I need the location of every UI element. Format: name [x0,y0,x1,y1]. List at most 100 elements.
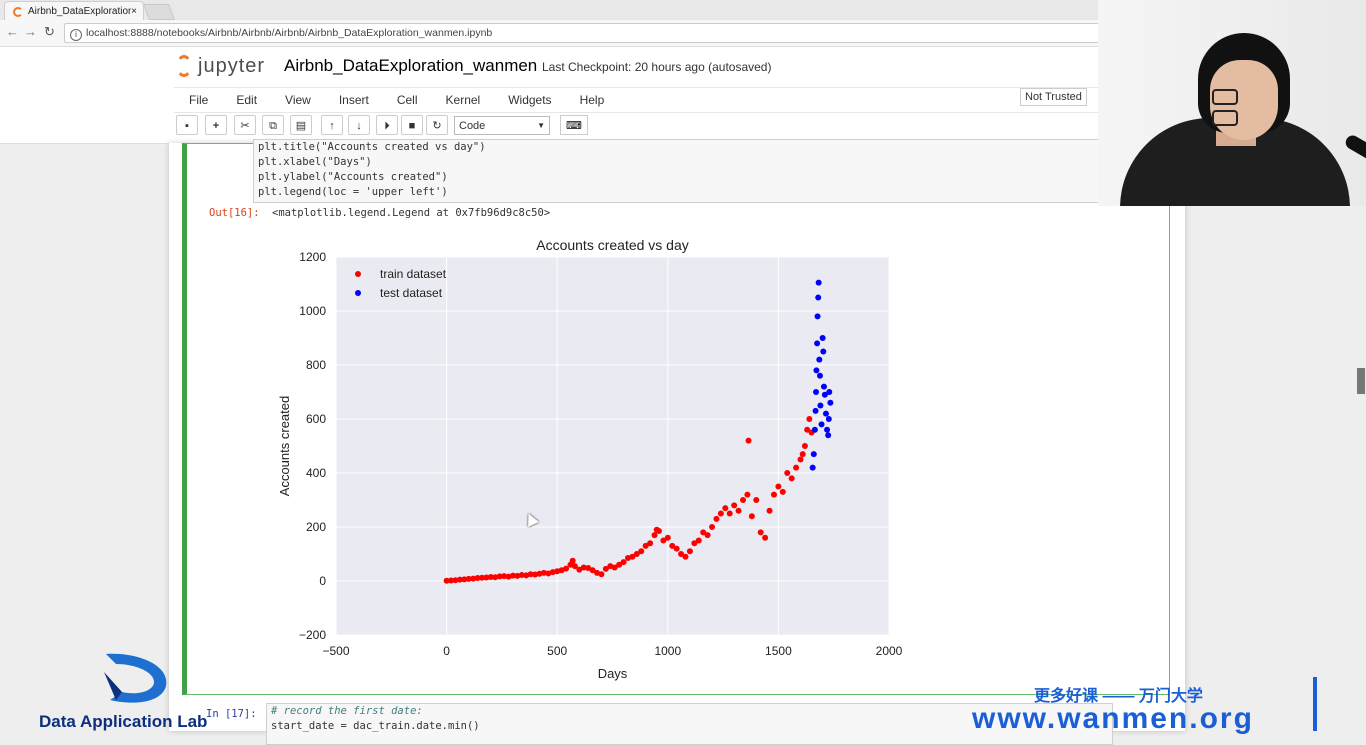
data-point [589,567,596,574]
notebook-name[interactable]: Airbnb_DataExploration_wanmen [284,56,538,75]
x-tick-label: 2000 [876,644,903,658]
data-point [501,573,508,580]
data-point [678,551,685,557]
webcam-overlay [1098,0,1366,206]
data-point [616,561,623,568]
jupyter-logo-icon [176,55,192,77]
data-point [821,391,828,398]
move-down-icon[interactable]: ↓ [348,115,370,135]
copy-icon[interactable]: ⧉ [262,115,284,135]
data-point [816,356,823,363]
data-point [487,573,494,580]
data-point [518,572,525,579]
data-point [465,575,472,582]
legend-entry: train dataset [380,267,447,281]
run-cell-icon[interactable]: ⏵ [376,115,398,135]
watermark-divider [1313,677,1317,731]
menu-file[interactable]: File [189,93,209,107]
keyboard-shortcuts-icon[interactable]: ⌨ [560,115,588,135]
code-line: plt.xlabel("Days") [258,156,372,168]
url-text: localhost:8888/notebooks/Airbnb/Airbnb/A… [86,27,493,39]
menu-help[interactable]: Help [579,93,605,107]
data-point [496,573,503,580]
cell-type-value: Code [459,120,486,132]
menu-view[interactable]: View [285,93,311,107]
cell-type-select[interactable]: Code ▼ [454,116,550,135]
data-point [620,559,627,566]
reload-icon[interactable]: ↻ [44,24,55,39]
code-line: start_date = dac_train.date.min() [271,720,480,732]
add-cell-icon[interactable]: + [205,115,227,135]
back-arrow-icon[interactable]: ← [6,24,19,39]
data-point [478,574,485,581]
data-point [788,475,795,482]
wanmen-url: www.wanmen.org [972,702,1254,735]
data-point [793,464,800,471]
page-scrollbar-thumb[interactable] [1357,368,1365,394]
data-point [827,399,834,406]
data-point [514,572,521,579]
trust-status-button[interactable]: Not Trusted [1020,88,1087,106]
data-point [651,532,658,539]
menu-edit[interactable]: Edit [236,93,258,107]
data-point [824,426,831,433]
data-point [806,416,813,422]
interrupt-kernel-icon[interactable]: ■ [401,115,423,135]
data-point [812,407,819,414]
data-point [611,564,618,571]
data-point [664,534,671,541]
legend-marker [355,271,361,277]
restart-kernel-icon[interactable]: ↻ [426,115,448,135]
data-point [815,294,822,301]
menu-kernel[interactable]: Kernel [445,93,481,107]
data-point [825,432,832,439]
code-cell-16-editor[interactable]: plt.title("Accounts created vs day") plt… [253,139,1100,203]
data-point [470,575,477,582]
chart-title: Accounts created vs day [536,237,689,253]
x-tick-label: −500 [322,644,349,658]
code-line: plt.legend(loc = 'upper left') [258,186,448,198]
paste-icon[interactable]: ▤ [290,115,312,135]
data-point [799,451,806,458]
wanmen-slogan: 更多好课 —— 万门大学 [1034,688,1203,705]
y-tick-label: 200 [306,520,326,534]
url-field[interactable]: i localhost:8888/notebooks/Airbnb/Airbnb/… [64,23,1106,43]
move-up-icon[interactable]: ↑ [321,115,343,135]
data-point [745,437,752,444]
y-tick-label: 0 [319,574,326,588]
browser-tab-title: Airbnb_DataExploration [28,6,132,17]
data-point [797,456,804,463]
x-tick-label: 0 [443,644,450,658]
menu-widgets[interactable]: Widgets [508,93,552,107]
new-tab-button[interactable] [143,4,175,20]
jupyter-logo[interactable]: jupyter [174,53,274,81]
tab-close-icon[interactable]: × [131,6,137,17]
menu-cell[interactable]: Cell [396,93,418,107]
cut-icon[interactable]: ✂ [234,115,256,135]
data-point [647,540,654,547]
data-point [775,483,782,490]
data-point [713,515,720,522]
data-point [602,565,609,572]
data-point [826,389,833,395]
dropdown-arrow-icon: ▼ [537,121,545,130]
data-point [811,426,818,433]
data-point [691,540,698,547]
y-tick-label: 1000 [299,304,326,318]
x-tick-label: 1000 [654,644,681,658]
data-point [695,537,702,544]
save-icon[interactable]: ▪ [176,115,198,135]
y-tick-label: −200 [299,628,326,642]
data-point [509,572,516,579]
y-tick-label: 800 [306,358,326,372]
browser-tab[interactable]: Airbnb_DataExploration × [4,1,144,21]
menu-insert[interactable]: Insert [338,93,369,107]
data-point [452,577,459,584]
forward-arrow-icon[interactable]: → [24,24,37,39]
info-icon[interactable]: i [70,29,82,41]
data-point [744,491,751,498]
data-point [740,497,747,503]
data-point [571,563,578,570]
data-point [492,574,499,581]
data-point [536,570,543,577]
